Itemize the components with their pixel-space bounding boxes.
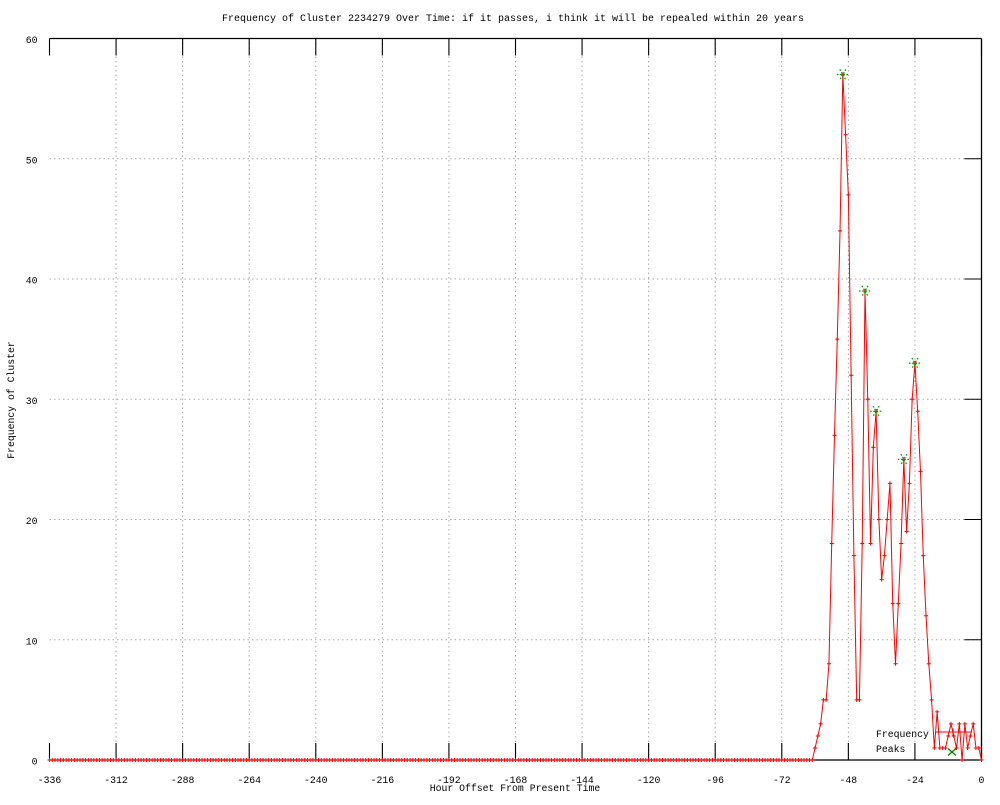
svg-text:40: 40 [26,276,38,287]
svg-text:-240: -240 [304,775,328,786]
svg-text:Frequency of Cluster 2234279 O: Frequency of Cluster 2234279 Over Time: … [222,13,804,25]
svg-text:60: 60 [26,35,38,46]
svg-text:Hour Offset From Present Time: Hour Offset From Present Time [430,783,601,794]
svg-text:Frequency of Cluster: Frequency of Cluster [6,341,17,459]
svg-text:-264: -264 [237,775,261,786]
svg-text:-216: -216 [371,775,395,786]
svg-text:Peaks: Peaks [876,744,906,755]
svg-text:0: 0 [32,757,38,768]
svg-text:-288: -288 [171,775,195,786]
svg-text:10: 10 [26,636,38,647]
svg-text:50: 50 [26,155,38,166]
svg-text:Frequency: Frequency [876,729,929,740]
svg-text:-312: -312 [104,775,128,786]
svg-text:-336: -336 [38,775,62,786]
svg-text:20: 20 [26,516,38,527]
svg-text:-72: -72 [773,775,791,786]
svg-text:-24: -24 [906,775,924,786]
svg-text:0: 0 [979,775,985,786]
svg-text:-48: -48 [840,775,858,786]
svg-text:-120: -120 [637,775,661,786]
svg-text:30: 30 [26,396,38,407]
svg-text:-96: -96 [706,775,724,786]
